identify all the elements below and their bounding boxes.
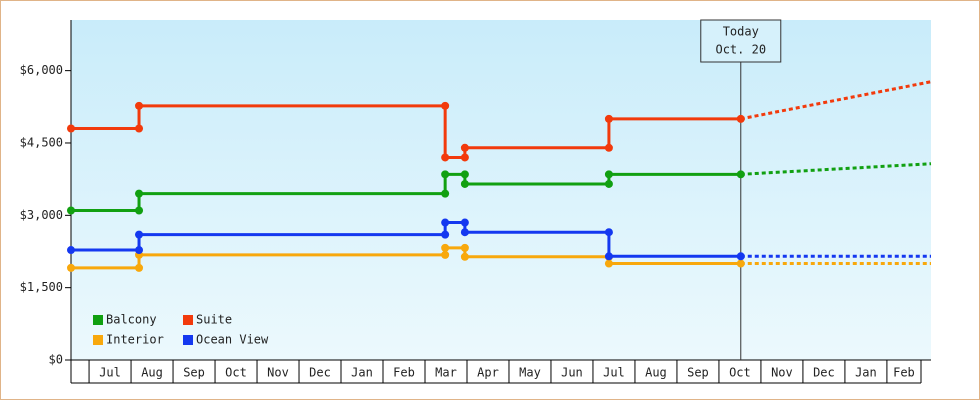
x-tick-label: Jun [561, 366, 583, 380]
point [135, 189, 144, 198]
point [604, 179, 613, 188]
point [604, 143, 613, 152]
today-box [700, 19, 782, 63]
point [67, 263, 75, 272]
today-date: Oct. 20 [715, 43, 766, 57]
series-line [71, 104, 741, 159]
x-tick-label: Dec [813, 366, 835, 380]
y-tick-label: $6,000 [20, 63, 63, 77]
x-tick-label: Aug [141, 366, 163, 380]
point [135, 101, 144, 110]
y-tick-label: $3,000 [20, 208, 63, 222]
x-tick-label: Jul [603, 366, 625, 380]
point [604, 259, 613, 268]
legend-swatch [183, 315, 193, 325]
series-line [71, 172, 741, 212]
x-tick-label: Jan [855, 366, 877, 380]
point [441, 101, 450, 110]
y-tick-label: $1,500 [20, 280, 63, 294]
point [67, 206, 75, 215]
x-tick-label: Sep [183, 366, 205, 380]
point [460, 228, 469, 237]
x-tick-label: May [519, 366, 541, 380]
legend-swatch [93, 315, 103, 325]
x-tick-label: Dec [309, 366, 331, 380]
point [441, 189, 450, 198]
point [441, 153, 450, 162]
series-line [71, 221, 741, 258]
y-tick-label: $0 [49, 353, 63, 367]
point [441, 230, 450, 239]
point [441, 170, 450, 179]
y-tick-label: $4,500 [20, 135, 63, 149]
point [460, 153, 469, 162]
x-tick-label: Jan [351, 366, 373, 380]
today-label: Today [723, 25, 759, 39]
x-tick-label: Oct [729, 366, 751, 380]
x-tick-label: Nov [267, 366, 289, 380]
point [441, 218, 450, 227]
x-tick-label: Nov [771, 366, 793, 380]
legend-label: Balcony [106, 313, 157, 327]
point [67, 246, 75, 255]
point [460, 170, 469, 179]
point [135, 246, 144, 255]
x-tick-label: Oct [225, 366, 247, 380]
point [135, 263, 144, 272]
point [441, 250, 450, 259]
point [135, 124, 144, 133]
x-tick-label: Apr [477, 366, 499, 380]
x-tick-label: Feb [393, 366, 415, 380]
legend-label: Suite [196, 313, 232, 327]
legend-label: Interior [106, 333, 164, 347]
point [67, 124, 75, 133]
point [460, 243, 469, 252]
point [441, 243, 450, 252]
point [460, 179, 469, 188]
legend-swatch [183, 335, 193, 345]
point [604, 170, 613, 179]
point [135, 206, 144, 215]
point [604, 252, 613, 261]
point [604, 228, 613, 237]
x-tick-label: Sep [687, 366, 709, 380]
point [460, 252, 469, 261]
x-tick-label: Mar [435, 366, 457, 380]
point [736, 252, 745, 261]
point [604, 114, 613, 123]
point [460, 143, 469, 152]
point [736, 114, 745, 123]
legend-label: Ocean View [196, 333, 269, 347]
x-tick-label: Jul [99, 366, 121, 380]
projection-line [740, 80, 932, 121]
projection-line [740, 162, 932, 176]
x-tick-label: Feb [893, 366, 915, 380]
legend-swatch [93, 335, 103, 345]
point [736, 170, 745, 179]
plot-area [71, 20, 931, 360]
point [135, 230, 144, 239]
point [736, 259, 745, 268]
x-tick-label: Aug [645, 366, 667, 380]
point [460, 218, 469, 227]
